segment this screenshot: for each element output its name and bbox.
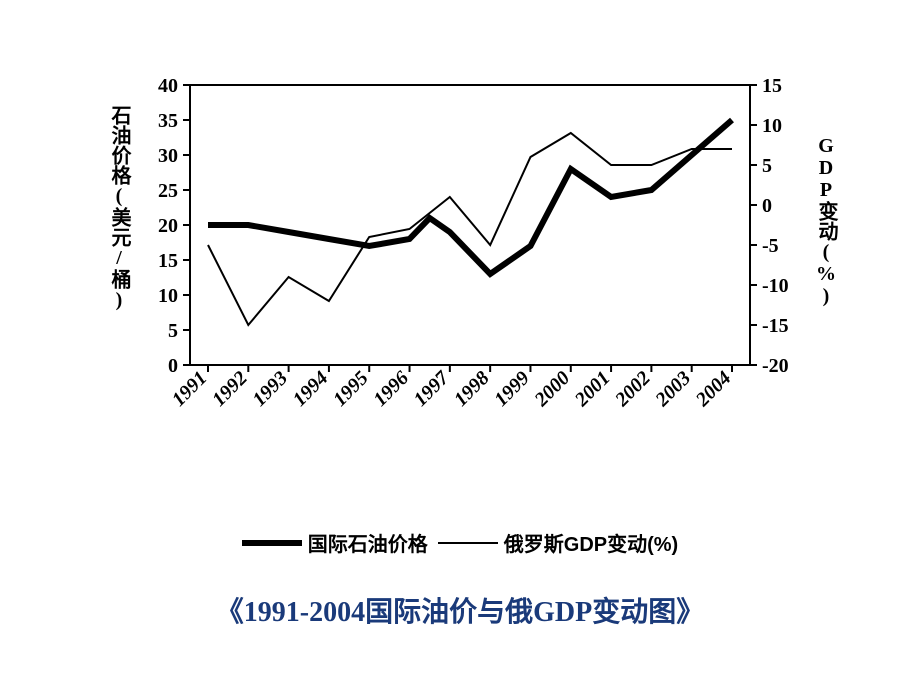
chart-legend: 国际石油价格 俄罗斯GDP变动(%)	[0, 528, 920, 557]
svg-text:0: 0	[168, 355, 178, 377]
svg-text:15: 15	[158, 250, 178, 272]
svg-text:5: 5	[168, 320, 178, 342]
svg-text:1993: 1993	[248, 367, 292, 411]
chart-caption: 《1991-2004国际油价与俄GDP变动图》	[0, 590, 920, 630]
svg-text:-15: -15	[762, 315, 789, 337]
svg-text:1997: 1997	[410, 366, 455, 411]
svg-text:2000: 2000	[530, 367, 575, 412]
svg-text:-5: -5	[762, 235, 779, 257]
svg-text:-20: -20	[762, 355, 789, 377]
svg-text:2003: 2003	[651, 367, 696, 412]
legend-label-gdp: 俄罗斯GDP变动(%)	[504, 528, 678, 557]
svg-text:1996: 1996	[369, 367, 413, 411]
svg-text:1994: 1994	[289, 367, 333, 411]
y1-axis-label: 石油价格(美元/桶)	[105, 105, 134, 311]
oil-gdp-chart: 0510152025303540-20-15-10-50510151991199…	[60, 75, 860, 515]
svg-text:1999: 1999	[490, 367, 534, 411]
svg-text:10: 10	[762, 115, 782, 137]
svg-text:1992: 1992	[208, 367, 252, 411]
svg-text:0: 0	[762, 195, 772, 217]
slide: 0510152025303540-20-15-10-50510151991199…	[0, 0, 920, 690]
svg-text:35: 35	[158, 110, 178, 132]
svg-text:20: 20	[158, 215, 178, 237]
svg-text:2001: 2001	[570, 367, 615, 412]
legend-label-oil: 国际石油价格	[308, 528, 428, 557]
svg-text:2002: 2002	[610, 367, 655, 412]
svg-text:1998: 1998	[450, 367, 494, 411]
legend-item-gdp: 俄罗斯GDP变动(%)	[438, 528, 678, 557]
svg-text:1995: 1995	[329, 367, 373, 411]
legend-item-oil: 国际石油价格	[242, 528, 428, 557]
legend-swatch-thin	[438, 542, 498, 544]
svg-text:25: 25	[158, 180, 178, 202]
svg-text:2004: 2004	[691, 367, 736, 412]
chart-container: 0510152025303540-20-15-10-50510151991199…	[60, 75, 860, 515]
svg-text:30: 30	[158, 145, 178, 167]
svg-text:15: 15	[762, 75, 782, 97]
y2-axis-label: GDP变动(%)	[812, 135, 841, 307]
svg-text:5: 5	[762, 155, 772, 177]
svg-text:40: 40	[158, 75, 178, 97]
svg-text:-10: -10	[762, 275, 789, 297]
legend-swatch-thick	[242, 540, 302, 546]
svg-text:10: 10	[158, 285, 178, 307]
